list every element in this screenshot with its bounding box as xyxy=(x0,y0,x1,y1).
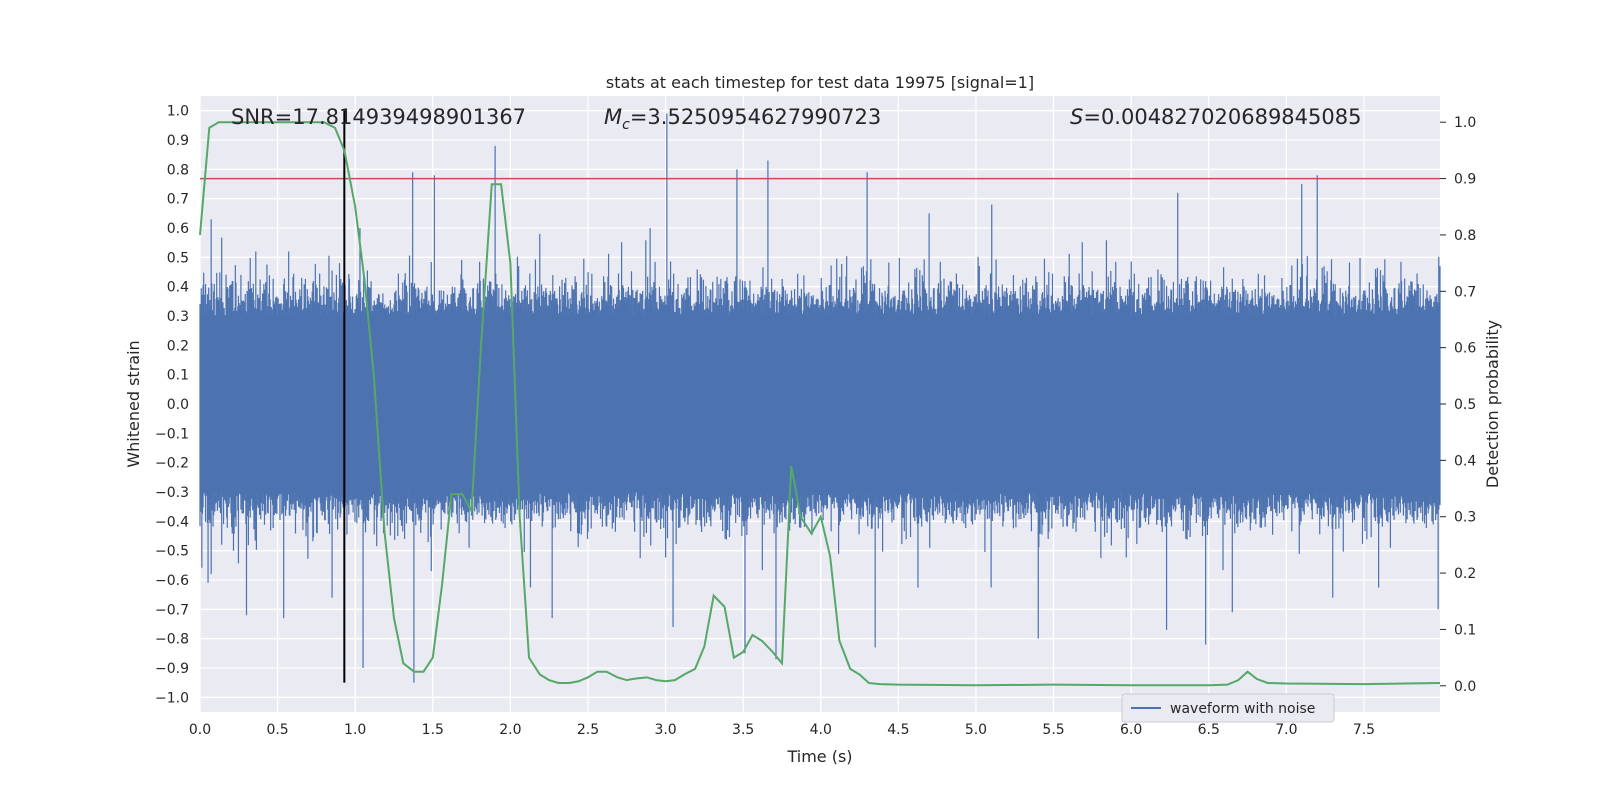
y-right-axis-ticks: 1.0 0.9 0.8 0.7 0.6 0.5 0.4 0.3 0.2 0.1 0.0 xyxy=(1440,115,1476,695)
waveform-series xyxy=(199,113,1441,683)
x-axis-ticks: 0.0 0.5 1.0 1.5 2.0 2.5 3.0 3.5 4.0 4.5 5.0 5.5 6.0 6… xyxy=(189,722,1375,738)
x-tick-label: 5.5 xyxy=(1042,722,1064,738)
y-right-tick-label: 0.2 xyxy=(1454,566,1476,582)
y-right-tick-label: 1.0 xyxy=(1454,115,1476,131)
y-left-axis-ticks: 1.0 0.9 0.8 0.7 0.6 0.5 0.4 0.3 0.2 0.1 0.0 −0.1 −0.… xyxy=(155,104,189,707)
x-tick-label: 3.5 xyxy=(732,722,754,738)
detection-probability-series xyxy=(199,121,1441,687)
snr-annotation: SNR=17.814939498901367 xyxy=(231,105,526,129)
x-tick-label: 7.5 xyxy=(1353,722,1375,738)
x-tick-label: 1.0 xyxy=(344,722,366,738)
y-left-tick-label: −0.9 xyxy=(155,661,189,677)
y-right-tick-label: 0.3 xyxy=(1454,510,1476,526)
x-tick-label: 2.0 xyxy=(499,722,521,738)
y-left-tick-label: −0.6 xyxy=(155,573,189,589)
y-left-tick-label: −0.2 xyxy=(155,456,189,472)
x-tick-label: 4.5 xyxy=(887,722,909,738)
y-left-tick-label: 0.5 xyxy=(167,250,189,266)
legend-label: waveform with noise xyxy=(1170,701,1315,717)
x-tick-label: 5.0 xyxy=(965,722,987,738)
detection-probability-line xyxy=(199,121,1441,687)
y-left-tick-label: −1.0 xyxy=(155,690,189,706)
y-left-tick-label: −0.4 xyxy=(155,514,189,530)
y-left-tick-label: 1.0 xyxy=(167,104,189,120)
y-right-tick-label: 0.0 xyxy=(1454,679,1476,695)
y-right-tick-label: 0.8 xyxy=(1454,228,1476,244)
y-left-tick-label: 0.2 xyxy=(167,338,189,354)
y-left-tick-label: 0.6 xyxy=(167,221,189,237)
y-left-tick-label: −0.8 xyxy=(155,632,189,648)
y-right-tick-label: 0.6 xyxy=(1454,341,1476,357)
y-right-axis-label: Detection probability xyxy=(1483,320,1502,488)
x-tick-label: 2.5 xyxy=(577,722,599,738)
chirp-mass-annotation: Mc=3.5250954627990723 xyxy=(604,105,881,133)
waveform-path xyxy=(199,113,1441,683)
y-left-tick-label: 0.9 xyxy=(167,133,189,149)
y-left-tick-label: 0.7 xyxy=(167,192,189,208)
x-tick-label: 0.5 xyxy=(266,722,288,738)
y-left-axis-label: Whitened strain xyxy=(124,340,143,467)
y-left-tick-label: 0.3 xyxy=(167,309,189,325)
x-axis-label: Time (s) xyxy=(786,747,852,766)
legend-box xyxy=(1121,693,1335,723)
y-right-tick-label: 0.1 xyxy=(1454,622,1476,638)
x-tick-label: 7.0 xyxy=(1275,722,1297,738)
x-tick-label: 3.0 xyxy=(654,722,676,738)
legend: waveform with noise xyxy=(1121,693,1335,723)
x-tick-label: 4.0 xyxy=(810,722,832,738)
chart-title: stats at each timestep for test data 199… xyxy=(606,73,1034,92)
y-right-tick-label: 0.9 xyxy=(1454,172,1476,188)
y-left-tick-label: −0.7 xyxy=(155,602,189,618)
y-left-tick-label: 0.8 xyxy=(167,162,189,178)
y-right-tick-label: 0.7 xyxy=(1454,284,1476,300)
y-left-tick-label: 0.0 xyxy=(167,397,189,413)
y-left-tick-label: 0.4 xyxy=(167,280,189,296)
y-left-tick-label: −0.1 xyxy=(155,426,189,442)
y-left-tick-label: −0.3 xyxy=(155,485,189,501)
x-tick-label: 6.0 xyxy=(1120,722,1142,738)
x-tick-label: 0.0 xyxy=(189,722,211,738)
x-tick-label: 6.5 xyxy=(1198,722,1220,738)
y-left-tick-label: 0.1 xyxy=(167,368,189,384)
s-statistic-annotation: S=0.004827020689845085 xyxy=(1070,105,1361,129)
y-right-tick-label: 0.5 xyxy=(1454,397,1476,413)
y-left-tick-label: −0.5 xyxy=(155,544,189,560)
x-tick-label: 1.5 xyxy=(422,722,444,738)
y-right-tick-label: 0.4 xyxy=(1454,453,1476,469)
